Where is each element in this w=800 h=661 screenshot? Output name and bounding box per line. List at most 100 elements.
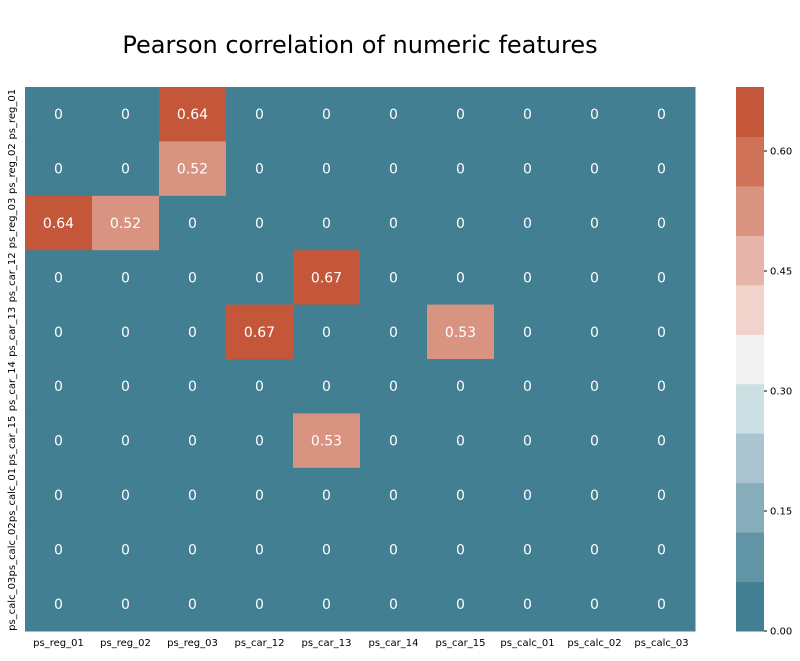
colorbar-tick-label: 0.60 bbox=[770, 147, 792, 158]
cell-value-label: 0 bbox=[657, 434, 666, 450]
heatmap-cell bbox=[226, 413, 294, 469]
heatmap-cell bbox=[226, 304, 294, 360]
heatmap-cell bbox=[226, 141, 294, 197]
heatmap-cell bbox=[494, 87, 562, 142]
colorbar: 0.00 0.15 0.30 0.45 0.60 bbox=[736, 87, 792, 638]
heatmap-cell bbox=[92, 250, 160, 306]
cell-annotations: 0 0 0.64 0 0 0 0 0 0 0 0 0 0.52 0 0 0 0 0 0 0 0.64 0.52 0 0 0 0 0 0… bbox=[43, 107, 666, 613]
heatmap-cell bbox=[628, 195, 696, 251]
y-tick-label: ps_calc_02 bbox=[7, 522, 18, 576]
x-tick-label: ps_reg_02 bbox=[100, 638, 151, 649]
cell-value-label: 0 bbox=[389, 488, 398, 504]
cell-value-label: 0 bbox=[54, 488, 63, 504]
cell-value-label: 0 bbox=[389, 434, 398, 450]
heatmap-cell bbox=[427, 250, 495, 306]
heatmap-cell bbox=[494, 359, 562, 414]
heatmap-cell bbox=[293, 576, 361, 632]
cell-value-label: 0 bbox=[657, 107, 666, 123]
heatmap-cell bbox=[159, 359, 227, 414]
heatmap-cell bbox=[628, 522, 696, 578]
heatmap-cell bbox=[561, 87, 629, 142]
cell-value-label: 0 bbox=[657, 216, 666, 232]
heatmap-cell bbox=[92, 141, 160, 197]
cell-value-label: 0.52 bbox=[110, 216, 141, 232]
cell-value-label: 0 bbox=[188, 488, 197, 504]
heatmap-cell bbox=[25, 359, 93, 414]
heatmap-cell bbox=[427, 413, 495, 469]
x-tick-label: ps_reg_03 bbox=[167, 638, 218, 649]
cell-value-label: 0 bbox=[188, 542, 197, 558]
heatmap-cell bbox=[159, 522, 227, 578]
heatmap-cell bbox=[92, 467, 160, 523]
cell-value-label: 0.67 bbox=[311, 270, 342, 286]
cell-value-label: 0 bbox=[188, 597, 197, 613]
cell-value-label: 0 bbox=[322, 542, 331, 558]
cell-value-label: 0 bbox=[188, 325, 197, 341]
heatmap-cell bbox=[561, 304, 629, 360]
heatmap-cell bbox=[293, 467, 361, 523]
cell-value-label: 0 bbox=[255, 488, 264, 504]
cell-value-label: 0 bbox=[121, 162, 130, 178]
cell-value-label: 0.52 bbox=[177, 162, 208, 178]
heatmap-cell bbox=[293, 359, 361, 414]
cell-value-label: 0 bbox=[523, 488, 532, 504]
colorbar-swatch bbox=[736, 136, 764, 187]
heatmap-cell bbox=[159, 304, 227, 360]
cell-value-label: 0 bbox=[322, 379, 331, 395]
heatmap-cell bbox=[561, 141, 629, 197]
heatmap-cell bbox=[226, 250, 294, 306]
heatmap-cell bbox=[494, 141, 562, 197]
heatmap-cell bbox=[159, 141, 227, 197]
cell-value-label: 0 bbox=[188, 270, 197, 286]
heatmap-cell bbox=[226, 576, 294, 632]
cell-value-label: 0 bbox=[188, 434, 197, 450]
cell-value-label: 0 bbox=[255, 216, 264, 232]
cell-value-label: 0 bbox=[590, 216, 599, 232]
cell-value-label: 0 bbox=[590, 162, 599, 178]
heatmap-cell bbox=[25, 250, 93, 306]
cell-value-label: 0 bbox=[389, 270, 398, 286]
cell-value-label: 0 bbox=[54, 434, 63, 450]
heatmap-cell bbox=[494, 467, 562, 523]
cell-value-label: 0 bbox=[523, 379, 532, 395]
y-tick-label: ps_calc_03 bbox=[7, 577, 18, 631]
heatmap-cell bbox=[427, 522, 495, 578]
cell-value-label: 0 bbox=[657, 597, 666, 613]
cell-value-label: 0 bbox=[54, 162, 63, 178]
x-tick-label: ps_car_13 bbox=[301, 638, 351, 649]
cell-value-label: 0 bbox=[523, 270, 532, 286]
heatmap-cell bbox=[427, 195, 495, 251]
cell-value-label: 0 bbox=[54, 270, 63, 286]
colorbar-swatch bbox=[736, 482, 764, 533]
cell-value-label: 0 bbox=[121, 107, 130, 123]
heatmap-cell bbox=[427, 576, 495, 632]
heatmap-cell bbox=[226, 195, 294, 251]
heatmap-cell bbox=[494, 522, 562, 578]
y-tick-label: ps_reg_02 bbox=[7, 143, 18, 194]
cell-value-label: 0 bbox=[121, 542, 130, 558]
cell-value-label: 0 bbox=[456, 162, 465, 178]
cell-value-label: 0 bbox=[590, 107, 599, 123]
heatmap-cell bbox=[561, 522, 629, 578]
heatmap-cell bbox=[360, 467, 428, 523]
y-tick-label: ps_car_15 bbox=[7, 416, 18, 466]
cell-value-label: 0 bbox=[456, 542, 465, 558]
heatmap-cell bbox=[293, 304, 361, 360]
cell-value-label: 0.53 bbox=[445, 325, 476, 341]
x-tick-label: ps_car_15 bbox=[435, 638, 485, 649]
heatmap-cell bbox=[360, 250, 428, 306]
heatmap-cell bbox=[494, 576, 562, 632]
cell-value-label: 0 bbox=[456, 597, 465, 613]
cell-value-label: 0 bbox=[590, 434, 599, 450]
cell-value-label: 0 bbox=[657, 162, 666, 178]
heatmap-cell bbox=[25, 87, 93, 142]
heatmap-cell bbox=[226, 522, 294, 578]
x-tick-label: ps_car_14 bbox=[368, 638, 418, 649]
cell-value-label: 0 bbox=[657, 325, 666, 341]
colorbar-swatch bbox=[736, 532, 764, 583]
cell-value-label: 0 bbox=[657, 488, 666, 504]
heatmap-cell bbox=[427, 359, 495, 414]
cell-value-label: 0 bbox=[389, 162, 398, 178]
y-tick-label: ps_car_12 bbox=[7, 252, 18, 302]
cell-value-label: 0 bbox=[54, 107, 63, 123]
